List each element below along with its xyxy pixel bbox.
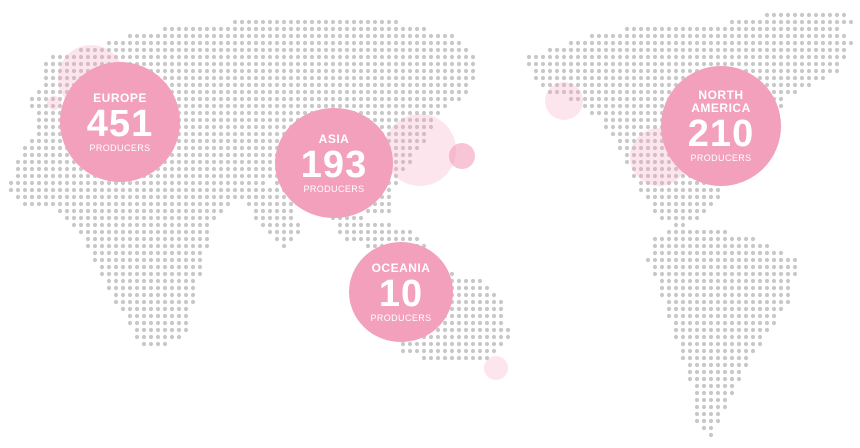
oceania-bubble[interactable]: OCEANIA 10 PRODUCERS	[349, 242, 453, 342]
alaska-halo	[545, 82, 583, 120]
producer-unit: PRODUCERS	[690, 153, 752, 163]
producer-unit: PRODUCERS	[370, 312, 432, 323]
europe-bubble[interactable]: EUROPE 451 PRODUCERS	[60, 62, 180, 182]
north-america-bubble[interactable]: NORTH AMERICA 210 PRODUCERS	[661, 66, 781, 186]
west-europe-halo	[47, 96, 61, 110]
region-name: ASIA	[318, 131, 350, 146]
producer-count: 210	[687, 113, 755, 155]
producer-unit: PRODUCERS	[89, 142, 151, 153]
region-name: EUROPE	[93, 90, 147, 105]
new-zealand-halo	[484, 356, 508, 380]
asia-bubble[interactable]: ASIA 193 PRODUCERS	[275, 108, 393, 218]
region-name: NORTH AMERICA	[691, 88, 751, 115]
producer-count: 451	[86, 102, 154, 145]
east-asia-halo	[384, 114, 456, 186]
producer-count: 10	[378, 272, 424, 315]
producer-count: 193	[300, 143, 368, 186]
region-name: OCEANIA	[371, 260, 431, 275]
producer-unit: PRODUCERS	[303, 183, 365, 194]
japan-halo	[449, 143, 475, 169]
